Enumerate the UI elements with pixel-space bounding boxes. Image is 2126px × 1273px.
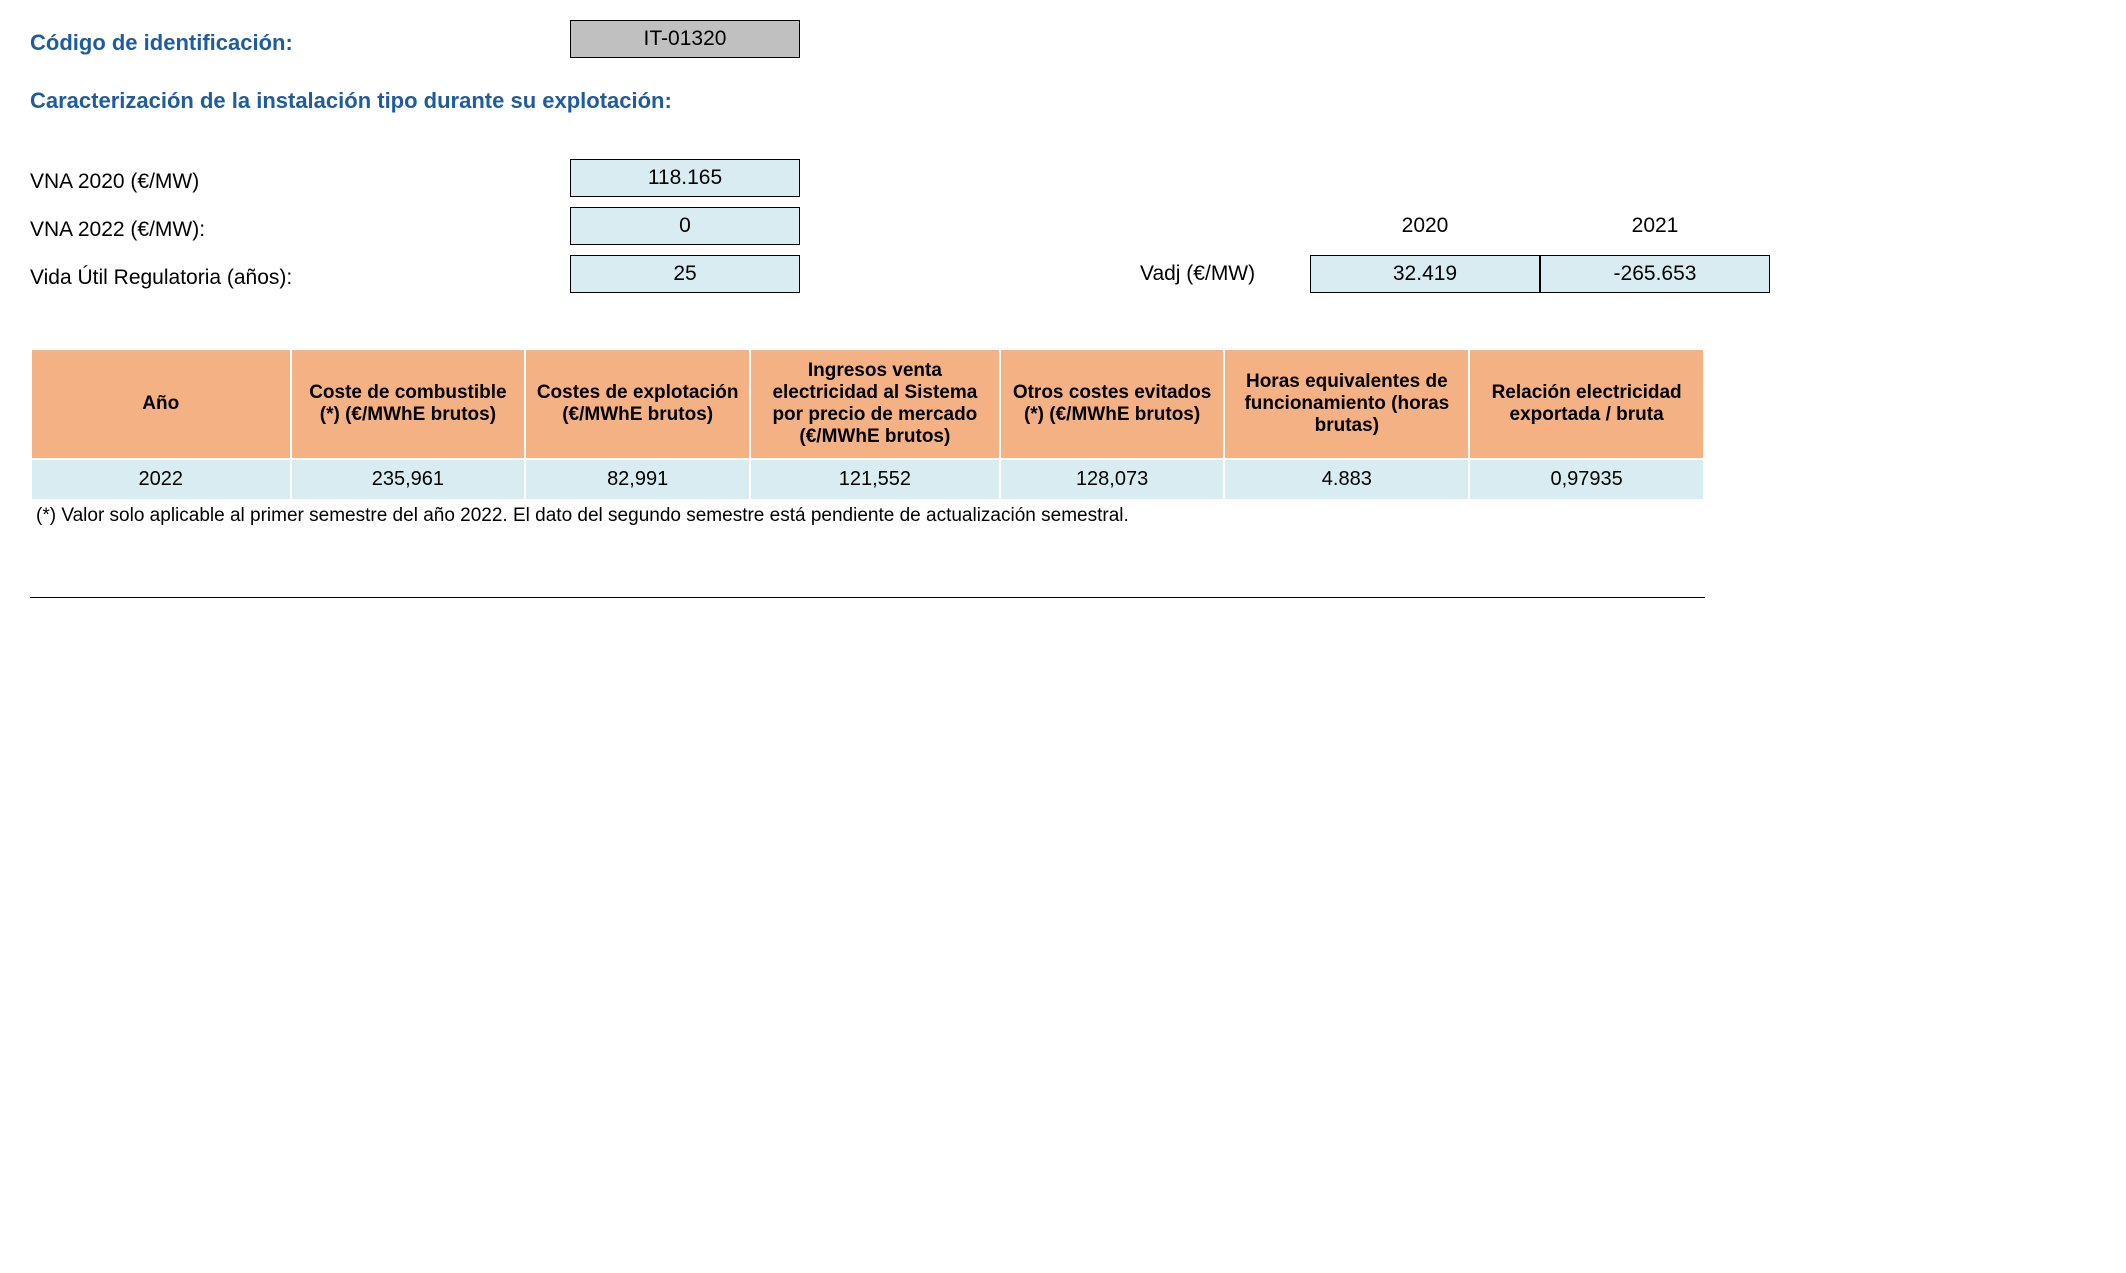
vna2020-label: VNA 2020 (€/MW) [30, 170, 199, 193]
col-header: Año [31, 349, 291, 459]
divider-line [30, 597, 1705, 598]
vadj-value1: 32.419 [1310, 255, 1540, 293]
vna2022-label-col: VNA 2022 (€/MW): [30, 210, 570, 242]
vna2020-row: VNA 2020 (€/MW) 118.165 [30, 154, 800, 202]
vadj-year1: 2020 [1310, 214, 1540, 238]
table-cell: 2022 [31, 459, 291, 500]
id-row: Código de identificación: IT-01320 [30, 20, 2096, 58]
vadj-section: 2020 2021 Vadj (€/MW) 32.419 -265.653 [1140, 154, 1770, 298]
table-cell: 4.883 [1224, 459, 1469, 500]
table-cell: 82,991 [525, 459, 750, 500]
vida-row: Vida Útil Regulatoria (años): 25 [30, 250, 800, 298]
footnote: (*) Valor solo aplicable al primer semes… [30, 505, 2096, 527]
vna2020-label-col: VNA 2020 (€/MW) [30, 162, 570, 194]
vna2020-value: 118.165 [570, 159, 800, 197]
vadj-year2: 2021 [1540, 214, 1770, 238]
vna2022-row: VNA 2022 (€/MW): 0 [30, 202, 800, 250]
vida-value: 25 [570, 255, 800, 293]
table-header-row: AñoCoste de combustible (*) (€/MWhE brut… [31, 349, 1704, 459]
vna2022-value: 0 [570, 207, 800, 245]
table-row: 2022235,96182,991121,552128,0734.8830,97… [31, 459, 1704, 500]
id-label: Código de identificación: [30, 30, 293, 55]
vadj-label: Vadj (€/MW) [1140, 262, 1310, 286]
vida-label-col: Vida Útil Regulatoria (años): [30, 258, 570, 290]
col-header: Otros costes evitados (*) (€/MWhE brutos… [1000, 349, 1225, 459]
id-label-col: Código de identificación: [30, 22, 570, 56]
table-cell: 121,552 [750, 459, 1000, 500]
table-body: 2022235,96182,991121,552128,0734.8830,97… [31, 459, 1704, 500]
section-title: Caracterización de la instalación tipo d… [30, 88, 2096, 114]
table-cell: 235,961 [291, 459, 526, 500]
vna2022-label: VNA 2022 (€/MW): [30, 218, 205, 241]
table-cell: 128,073 [1000, 459, 1225, 500]
table-cell: 0,97935 [1469, 459, 1704, 500]
params-grid: VNA 2020 (€/MW) 118.165 VNA 2022 (€/MW):… [30, 154, 2096, 298]
vadj-value2: -265.653 [1540, 255, 1770, 293]
col-header: Horas equivalentes de funcionamiento (ho… [1224, 349, 1469, 459]
left-params: VNA 2020 (€/MW) 118.165 VNA 2022 (€/MW):… [30, 154, 800, 298]
col-header: Coste de combustible (*) (€/MWhE brutos) [291, 349, 526, 459]
vida-label: Vida Útil Regulatoria (años): [30, 266, 292, 289]
main-table: AñoCoste de combustible (*) (€/MWhE brut… [30, 348, 1705, 501]
col-header: Costes de explotación (€/MWhE brutos) [525, 349, 750, 459]
col-header: Relación electricidad exportada / bruta [1469, 349, 1704, 459]
table-head: AñoCoste de combustible (*) (€/MWhE brut… [31, 349, 1704, 459]
vadj-years-row: 2020 2021 [1140, 202, 1770, 250]
vadj-values-row: Vadj (€/MW) 32.419 -265.653 [1140, 250, 1770, 298]
id-value-box: IT-01320 [570, 20, 800, 58]
col-header: Ingresos venta electricidad al Sistema p… [750, 349, 1000, 459]
